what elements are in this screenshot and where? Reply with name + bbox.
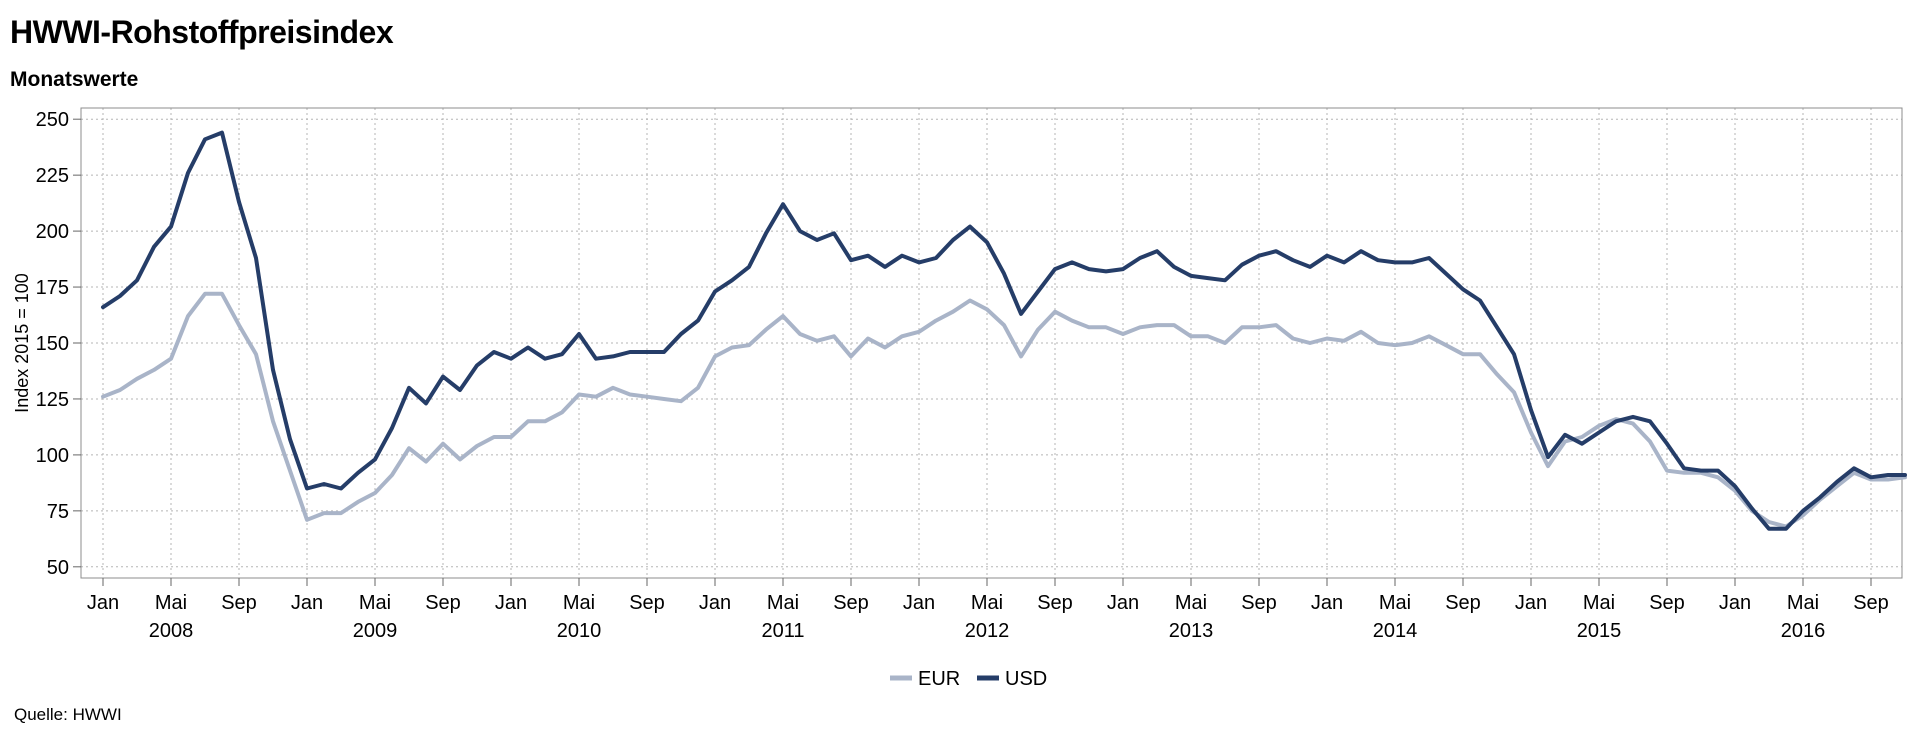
- chart-subtitle: Monatswerte: [10, 68, 139, 91]
- x-year-label: 2012: [965, 620, 1010, 642]
- y-tick-label: 150: [36, 333, 69, 355]
- y-axis-title: Index 2015 = 100: [12, 273, 32, 413]
- x-tick-label: Mai: [1379, 592, 1411, 614]
- x-tick-label: Jan: [699, 592, 731, 614]
- legend-label-usd: USD: [1005, 668, 1047, 690]
- x-tick-label: Jan: [87, 592, 119, 614]
- x-tick-label: Mai: [563, 592, 595, 614]
- x-tick-label: Mai: [1583, 592, 1615, 614]
- x-tick-label: Jan: [1107, 592, 1139, 614]
- series-line-usd: [101, 130, 1907, 531]
- x-year-label: 2011: [761, 620, 804, 642]
- series-lines: [101, 130, 1907, 531]
- axes: 50 75 100 125 150 175 200 225 250 Index 2015 = 10…: [12, 109, 1889, 642]
- y-tick-label: 225: [36, 165, 69, 187]
- x-tick-label: Sep: [221, 592, 257, 614]
- x-tick-label: Mai: [971, 592, 1003, 614]
- x-tick-label: Sep: [425, 592, 461, 614]
- y-tick-label: 125: [36, 389, 69, 411]
- grid-lines: [81, 108, 1902, 578]
- x-tick-label: Jan: [1311, 592, 1343, 614]
- x-tick-label: Jan: [903, 592, 935, 614]
- x-year-label: 2013: [1169, 620, 1214, 642]
- x-year-label: 2008: [149, 620, 194, 642]
- x-tick-label: Jan: [495, 592, 527, 614]
- x-tick-label: Sep: [1649, 592, 1685, 614]
- source-note: Quelle: HWWI: [14, 705, 122, 724]
- legend: EUR USD: [890, 668, 1047, 690]
- x-year-label: 2015: [1577, 620, 1622, 642]
- x-year-label: 2016: [1781, 620, 1826, 642]
- x-tick-label: Sep: [1853, 592, 1889, 614]
- x-tick-label: Mai: [1175, 592, 1207, 614]
- x-tick-label: Mai: [1787, 592, 1819, 614]
- chart-title: HWWI-Rohstoffpreisindex: [10, 14, 394, 50]
- x-tick-label: Jan: [1515, 592, 1547, 614]
- y-tick-label: 175: [36, 277, 69, 299]
- x-tick-label: Sep: [1037, 592, 1073, 614]
- x-tick-label: Mai: [155, 592, 187, 614]
- x-tick-label: Sep: [1445, 592, 1481, 614]
- y-tick-label: 100: [36, 445, 69, 467]
- series-line-eur: [101, 291, 1907, 529]
- x-tick-label: Sep: [833, 592, 869, 614]
- x-tick-label: Mai: [359, 592, 391, 614]
- y-tick-label: 250: [36, 109, 69, 131]
- y-tick-label: 200: [36, 221, 69, 243]
- x-year-label: 2009: [353, 620, 398, 642]
- x-year-label: 2010: [557, 620, 602, 642]
- x-tick-label: Jan: [1719, 592, 1751, 614]
- x-tick-label: Mai: [767, 592, 799, 614]
- y-tick-label: 50: [47, 557, 69, 579]
- y-tick-label: 75: [47, 501, 69, 523]
- x-year-label: 2014: [1373, 620, 1418, 642]
- x-tick-label: Sep: [1241, 592, 1277, 614]
- x-tick-label: Jan: [291, 592, 323, 614]
- x-tick-label: Sep: [629, 592, 665, 614]
- legend-label-eur: EUR: [918, 668, 960, 690]
